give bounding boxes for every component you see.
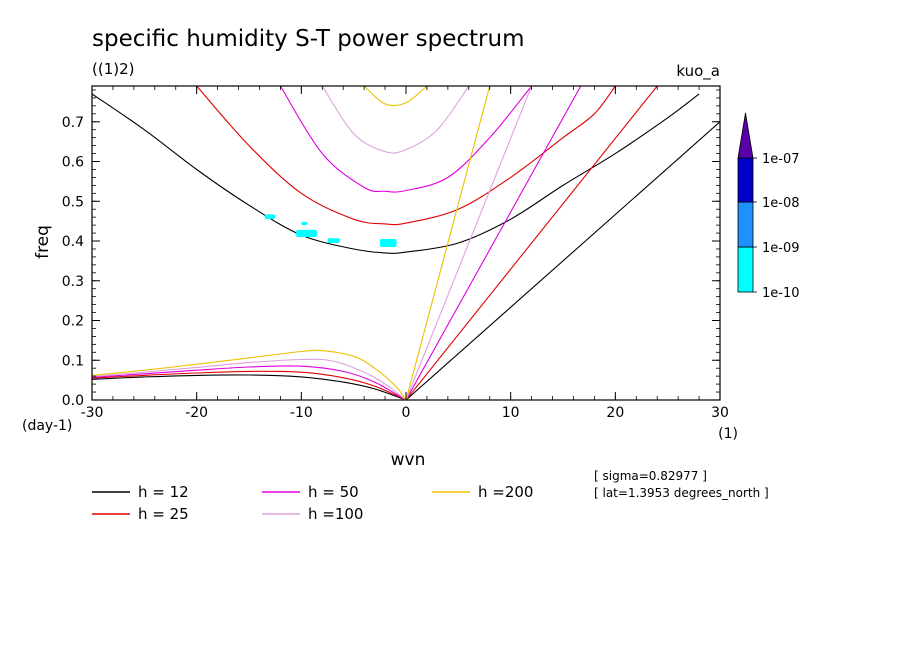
legend-label: h =100 [308,505,363,523]
y-tick-label: 0.6 [62,155,84,171]
series-3-ig-line [321,86,470,154]
ticks-group: -30 -20 -10 0 10 20 30 0.0 0.1 0.2 0.3 0.4 0.5 0.6 0.7 [62,86,729,421]
x-unit-label: (1) [718,426,738,442]
series-4-kelvin-line [405,86,491,400]
spectrum-patch [264,214,276,220]
spectrum-patch [327,238,341,243]
series-3-rossby-line [92,358,407,400]
x-tick-label: -30 [81,405,104,421]
colorbar-label: 1e-09 [762,241,800,256]
y-tick-label: 0.7 [62,115,84,131]
series-2-kelvin-line [405,86,582,400]
series-0-ig-line [92,93,700,254]
x-tick-label: 20 [606,405,624,421]
y-axis-label: freq [33,225,53,259]
y-tick-label: 0.0 [62,393,84,409]
series-1-kelvin-line [405,86,658,400]
series-3-kelvin-line [405,86,533,400]
y-tick-label: 0.3 [62,274,84,290]
x-tick-label: 30 [711,405,729,421]
y-tick-label: 0.5 [62,194,84,210]
x-axis-label: wvn [391,450,426,470]
y-tick-label: 0.1 [62,353,84,369]
colorbar-extend-triangle [737,112,754,159]
legend-label: h = 50 [308,483,359,501]
y-unit-label: (day-1) [22,418,72,434]
chart-title: specific humidity S-T power spectrum [92,26,524,52]
series-2-rossby-line [92,365,407,400]
chart-subtitle: ((1)2) [92,60,135,78]
legend-label: h = 25 [138,505,189,523]
colorbar: 1e-10 1e-09 1e-08 1e-07 [737,112,800,301]
legend: h = 12 h = 25 h = 50 h =100 h =200 [92,483,533,523]
series-4-ig-line [363,86,428,107]
curves-group [92,86,720,400]
x-tick-label: -20 [185,405,208,421]
spectrum-patch [296,229,318,238]
spectrum-patch [379,239,397,247]
legend-label: h = 12 [138,483,189,501]
info-lat: [ lat=1.3953 degrees_north ] [594,486,769,500]
colorbar-label: 1e-08 [762,196,800,211]
y-tick-label: 0.2 [62,314,84,330]
patches-group [264,214,397,247]
series-1-rossby-line [92,370,407,400]
x-tick-label: -10 [290,405,313,421]
legend-label: h =200 [478,483,533,501]
colorbar-label: 1e-07 [762,152,800,167]
y-tick-label: 0.4 [62,234,84,250]
colorbar-segment [737,157,754,203]
spectrum-patch [301,221,308,226]
x-tick-label: 0 [402,405,411,421]
plot-frame [91,85,721,401]
x-tick-label: 10 [502,405,520,421]
corner-label: kuo_a [676,62,720,81]
colorbar-segment [737,201,754,248]
series-0-kelvin-line [405,121,720,400]
series-1-ig-line [196,86,616,226]
series-2-ig-line [279,86,533,193]
colorbar-segment [737,246,754,293]
series-0-rossby-line [92,374,407,400]
series-4-rossby-line [92,349,407,400]
colorbar-label: 1e-10 [762,286,800,301]
info-sigma: [ sigma=0.82977 ] [594,469,707,483]
